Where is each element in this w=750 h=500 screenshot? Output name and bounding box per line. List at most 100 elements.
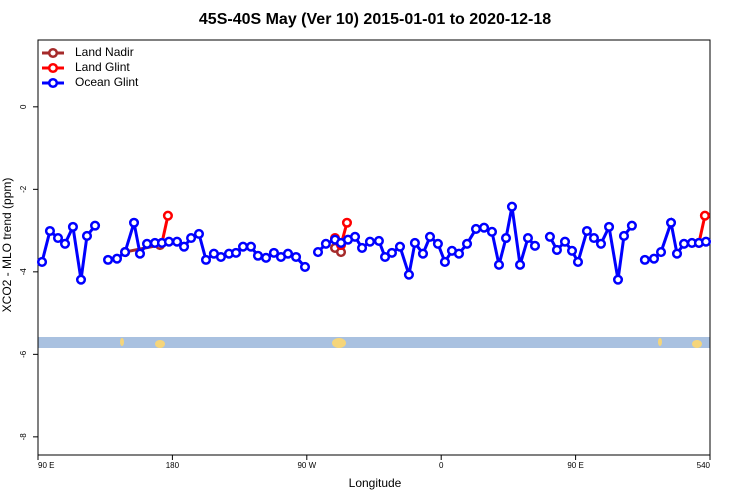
- point: [268, 247, 279, 258]
- point: [432, 238, 443, 249]
- point: [44, 225, 55, 237]
- point: [75, 274, 87, 285]
- point: [237, 241, 249, 252]
- point: [394, 241, 406, 252]
- point: [186, 232, 197, 244]
- point: [588, 232, 600, 244]
- legend-label: Ocean Glint: [75, 75, 139, 89]
- point: [559, 236, 571, 247]
- point: [461, 238, 473, 249]
- point: [700, 236, 712, 247]
- x-tick-label: 90 E: [567, 461, 583, 470]
- point: [581, 225, 592, 237]
- point: [678, 238, 690, 249]
- point: [111, 253, 123, 264]
- point: [36, 256, 48, 267]
- point: [417, 248, 429, 259]
- point: [163, 236, 175, 247]
- point: [595, 238, 607, 249]
- legend-marker: [47, 47, 59, 59]
- point: [178, 241, 190, 252]
- point: [514, 259, 526, 270]
- point: [320, 238, 331, 249]
- point: [89, 220, 101, 231]
- point: [648, 253, 660, 264]
- point: [215, 251, 226, 263]
- point: [171, 236, 183, 247]
- y-tick-label: -8: [19, 433, 28, 441]
- point: [120, 246, 131, 258]
- point: [81, 230, 93, 241]
- point: [486, 226, 498, 237]
- point: [282, 248, 294, 259]
- x-tick-label: 0: [439, 461, 444, 470]
- point: [612, 274, 624, 285]
- point: [639, 254, 650, 265]
- y-tick-label: -4: [19, 268, 28, 276]
- point: [439, 256, 450, 267]
- point: [655, 246, 667, 258]
- legend-marker: [47, 62, 59, 74]
- point: [341, 217, 353, 228]
- y-tick-label: -6: [19, 350, 28, 358]
- point: [380, 251, 391, 263]
- point: [403, 269, 414, 280]
- point: [566, 245, 578, 256]
- point: [699, 210, 710, 221]
- point: [373, 235, 384, 246]
- point: [252, 250, 264, 261]
- point: [67, 221, 78, 232]
- point: [52, 232, 64, 244]
- legend-marker: [47, 77, 59, 89]
- point: [349, 231, 361, 242]
- point: [529, 240, 541, 251]
- point: [551, 244, 562, 256]
- y-tick-label: -2: [19, 185, 28, 193]
- plot-frame: [37, 39, 711, 456]
- x-tick-label: 180: [166, 461, 180, 470]
- x-tick-label: 90 W: [297, 461, 316, 470]
- point: [409, 237, 420, 249]
- x-tick-label: 90 E: [38, 461, 54, 470]
- point: [162, 210, 173, 221]
- point: [522, 232, 534, 244]
- y-axis-label: XCO2 - MLO trend (ppm): [0, 178, 14, 313]
- point: [386, 247, 397, 258]
- point: [102, 254, 114, 265]
- point: [193, 228, 205, 239]
- y-tick-label: 0: [19, 104, 28, 109]
- point: [312, 246, 324, 258]
- legend-label: Land Glint: [75, 60, 130, 74]
- point: [572, 256, 584, 267]
- point: [364, 236, 376, 247]
- point: [134, 248, 146, 259]
- point: [626, 220, 637, 231]
- point: [671, 248, 683, 259]
- point: [424, 231, 436, 242]
- point: [141, 238, 153, 249]
- point: [357, 242, 368, 253]
- point: [128, 217, 140, 228]
- chart-title: 45S-40S May (Ver 10) 2015-01-01 to 2020-…: [199, 11, 551, 28]
- point: [544, 231, 555, 242]
- point: [260, 252, 272, 263]
- point: [493, 259, 505, 270]
- point: [479, 222, 490, 233]
- point: [290, 251, 302, 263]
- point: [200, 254, 212, 265]
- x-axis-label: Longitude: [349, 476, 402, 490]
- map-strip: [38, 337, 710, 348]
- point: [665, 217, 677, 228]
- point: [618, 230, 630, 241]
- point: [59, 238, 71, 249]
- point: [500, 232, 512, 244]
- legend-label: Land Nadir: [75, 45, 134, 59]
- point: [506, 201, 518, 212]
- point: [230, 247, 242, 258]
- x-tick-label: 540: [697, 461, 711, 470]
- point: [245, 241, 256, 252]
- point: [604, 221, 615, 232]
- point: [470, 223, 482, 234]
